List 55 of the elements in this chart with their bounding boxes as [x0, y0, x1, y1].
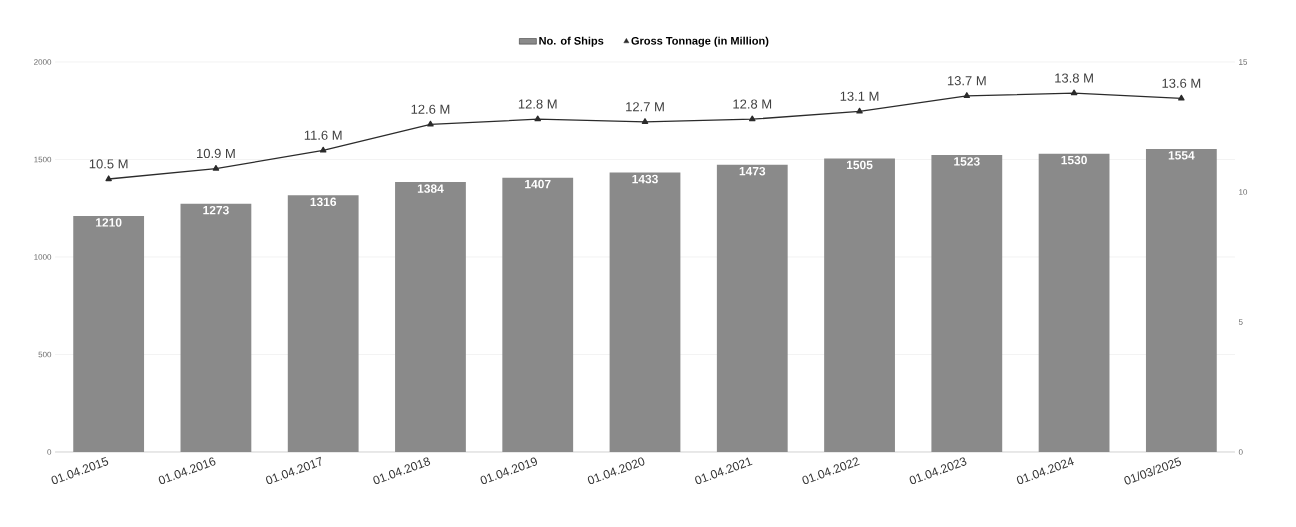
y-tick-label: 0 [47, 449, 52, 455]
point [1070, 89, 1078, 96]
data-label: 1273 [203, 205, 229, 215]
bar [609, 172, 681, 452]
bar [395, 182, 466, 452]
point [856, 107, 863, 114]
point [963, 92, 971, 98]
data-label: 1384 [417, 184, 444, 193]
data-label: 13.7 M [947, 76, 986, 86]
data-label: 10.9 M [197, 148, 235, 159]
data-label: 1554 [1168, 151, 1195, 160]
y-tick-label: 2000 [34, 59, 52, 65]
y-tick-label: 500 [38, 351, 52, 358]
data-label: 13.8 M [1055, 73, 1093, 83]
bar [180, 203, 252, 452]
y2-tick-label: 0 [1238, 449, 1243, 455]
point [534, 115, 541, 122]
point [212, 164, 220, 171]
point [427, 120, 434, 127]
y-tick-label: 1500 [34, 156, 52, 163]
data-label: 12.8 M [518, 99, 557, 109]
legend-label: Gross Tonnage (in Million) [631, 36, 769, 47]
point [105, 175, 112, 182]
bar [824, 158, 895, 452]
point [749, 115, 756, 122]
bar [73, 216, 145, 452]
bar [502, 177, 574, 452]
y2-tick-label: 10 [1239, 189, 1248, 195]
bar [716, 164, 788, 452]
data-label: 1523 [954, 157, 980, 166]
point [1178, 94, 1185, 101]
bar [931, 155, 1003, 452]
point [641, 118, 649, 124]
data-label: 1530 [1061, 155, 1087, 165]
y-tick-label: 1000 [34, 254, 52, 260]
data-label: 13.6 M [1162, 78, 1201, 88]
bar [1038, 153, 1110, 452]
data-label: 12.7 M [626, 102, 664, 112]
data-label: 1316 [310, 197, 337, 207]
data-label: 1473 [739, 166, 766, 176]
point [319, 146, 327, 153]
y2-tick-label: 15 [1239, 59, 1248, 65]
bar [1145, 148, 1217, 452]
data-label: 1505 [846, 160, 873, 170]
data-label: 1210 [96, 218, 122, 227]
data-label: 12.6 M [411, 104, 450, 114]
bar [287, 195, 359, 452]
data-label: 1407 [525, 179, 551, 189]
data-label: 12.8 M [733, 99, 772, 109]
data-label: 10.5 M [89, 159, 128, 169]
legend-label: No. of Ships [539, 36, 604, 47]
y2-tick-label: 5 [1238, 319, 1243, 325]
data-label: 13.1 M [840, 91, 879, 101]
data-label: 1433 [632, 174, 658, 184]
data-label: 11.6 M [304, 130, 342, 140]
